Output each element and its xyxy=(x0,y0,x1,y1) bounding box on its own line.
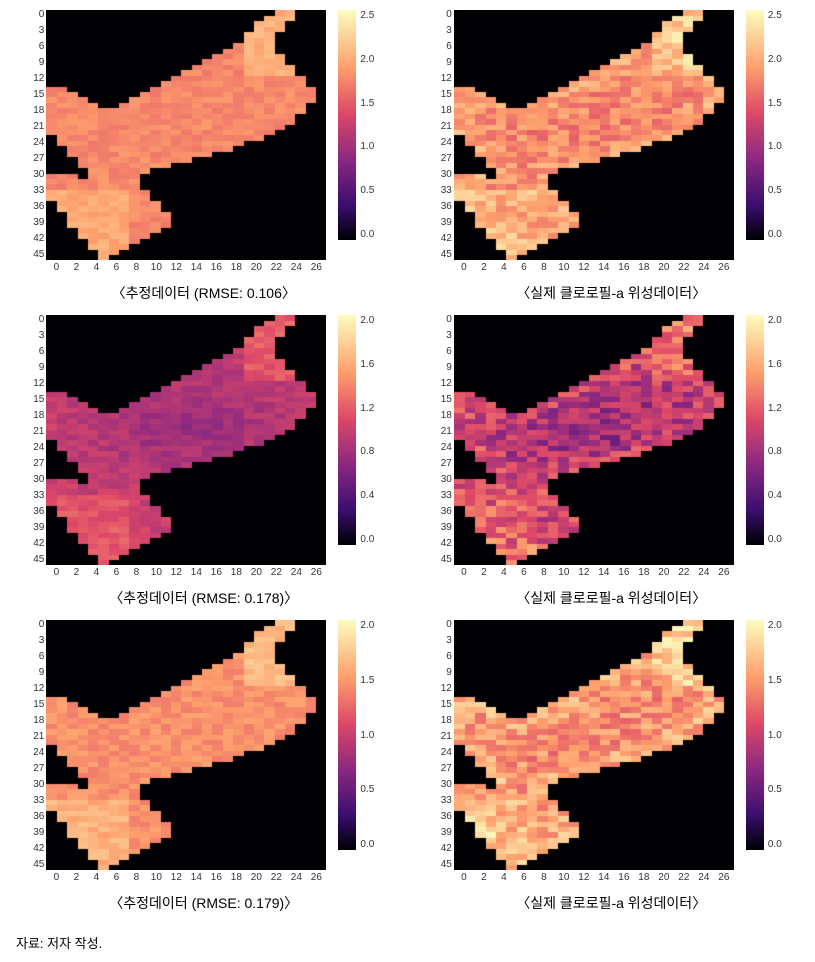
colorbar: 2.52.01.51.00.50.0 xyxy=(338,10,374,240)
colorbar: 2.01.61.20.80.40.0 xyxy=(338,315,374,545)
heatmap-canvas xyxy=(454,10,734,260)
x-axis-ticks: 02468101214161820222426 xyxy=(46,565,326,578)
colorbar-ticks: 2.01.61.20.80.40.0 xyxy=(764,315,782,545)
heatmap-canvas xyxy=(454,315,734,565)
y-axis-ticks: 0369121518212427303336394245 xyxy=(441,10,454,260)
heatmap-panel: 0369121518212427303336394245024681012141… xyxy=(418,315,806,614)
source-note: 자료: 저자 작성. xyxy=(10,933,805,952)
panel-caption: 〈추정데이터 (RMSE: 0.106〉 xyxy=(112,283,296,303)
panel-caption: 〈실제 클로로필-a 위성데이터〉 xyxy=(516,893,706,913)
colorbar-ticks: 2.01.51.00.50.0 xyxy=(764,620,782,850)
heatmap-grid: 0369121518212427303336394245024681012141… xyxy=(10,10,805,919)
y-axis-ticks: 0369121518212427303336394245 xyxy=(33,315,46,565)
heatmap-panel: 0369121518212427303336394245024681012141… xyxy=(10,620,398,919)
x-axis-ticks: 02468101214161820222426 xyxy=(454,565,734,578)
colorbar-ticks: 2.01.51.00.50.0 xyxy=(356,620,374,850)
x-axis-ticks: 02468101214161820222426 xyxy=(454,260,734,273)
heatmap-canvas xyxy=(454,620,734,870)
panel-caption: 〈실제 클로로필-a 위성데이터〉 xyxy=(516,283,706,303)
y-axis-ticks: 0369121518212427303336394245 xyxy=(441,315,454,565)
heatmap-canvas xyxy=(46,10,326,260)
y-axis-ticks: 0369121518212427303336394245 xyxy=(441,620,454,870)
heatmap-panel: 0369121518212427303336394245024681012141… xyxy=(418,620,806,919)
y-axis-ticks: 0369121518212427303336394245 xyxy=(33,10,46,260)
heatmap-canvas xyxy=(46,315,326,565)
colorbar: 2.52.01.51.00.50.0 xyxy=(746,10,782,240)
colorbar: 2.01.61.20.80.40.0 xyxy=(746,315,782,545)
y-axis-ticks: 0369121518212427303336394245 xyxy=(33,620,46,870)
panel-caption: 〈추정데이터 (RMSE: 0.179)〉 xyxy=(109,893,298,913)
panel-caption: 〈실제 클로로필-a 위성데이터〉 xyxy=(516,588,706,608)
heatmap-panel: 0369121518212427303336394245024681012141… xyxy=(10,315,398,614)
heatmap-panel: 0369121518212427303336394245024681012141… xyxy=(10,10,398,309)
colorbar-ticks: 2.01.61.20.80.40.0 xyxy=(356,315,374,545)
x-axis-ticks: 02468101214161820222426 xyxy=(46,260,326,273)
colorbar-ticks: 2.52.01.51.00.50.0 xyxy=(356,10,374,240)
x-axis-ticks: 02468101214161820222426 xyxy=(454,870,734,883)
panel-caption: 〈추정데이터 (RMSE: 0.178)〉 xyxy=(109,588,298,608)
colorbar-ticks: 2.52.01.51.00.50.0 xyxy=(764,10,782,240)
heatmap-canvas xyxy=(46,620,326,870)
colorbar: 2.01.51.00.50.0 xyxy=(746,620,782,850)
colorbar: 2.01.51.00.50.0 xyxy=(338,620,374,850)
heatmap-panel: 0369121518212427303336394245024681012141… xyxy=(418,10,806,309)
x-axis-ticks: 02468101214161820222426 xyxy=(46,870,326,883)
